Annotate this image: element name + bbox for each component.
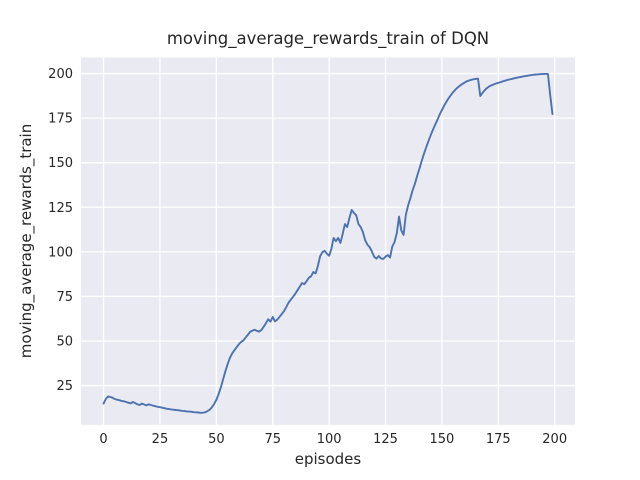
- x-tick-label: 175: [486, 432, 511, 447]
- y-axis-label: moving_average_rewards_train: [17, 124, 36, 358]
- x-tick-label: 150: [429, 432, 454, 447]
- gridlines: [81, 57, 575, 425]
- x-tick-label: 25: [152, 432, 169, 447]
- y-tick-label: 100: [48, 245, 73, 260]
- y-tick-label: 125: [48, 201, 73, 216]
- y-tick-label: 200: [48, 67, 73, 82]
- x-tick-label: 200: [542, 432, 567, 447]
- plot-background: [81, 57, 575, 425]
- x-tick-label: 125: [373, 432, 398, 447]
- y-tick-label: 75: [56, 290, 73, 305]
- x-tick-label: 100: [317, 432, 342, 447]
- x-tick-label: 50: [208, 432, 225, 447]
- plot-area: 0 25 50 75 100 125 150 175 200 25 50 75 100 125 150 175…: [48, 57, 575, 447]
- y-tick-label: 50: [56, 334, 73, 349]
- x-axis-label: episodes: [295, 450, 362, 468]
- x-tick-label: 0: [99, 432, 107, 447]
- y-tick-label: 175: [48, 112, 73, 127]
- y-tick-label: 25: [56, 379, 73, 394]
- x-tick-label: 75: [264, 432, 281, 447]
- chart-title: moving_average_rewards_train of DQN: [167, 29, 489, 49]
- y-tick-label: 150: [48, 156, 73, 171]
- line-series-moving_average_rewards_train: [102, 72, 554, 414]
